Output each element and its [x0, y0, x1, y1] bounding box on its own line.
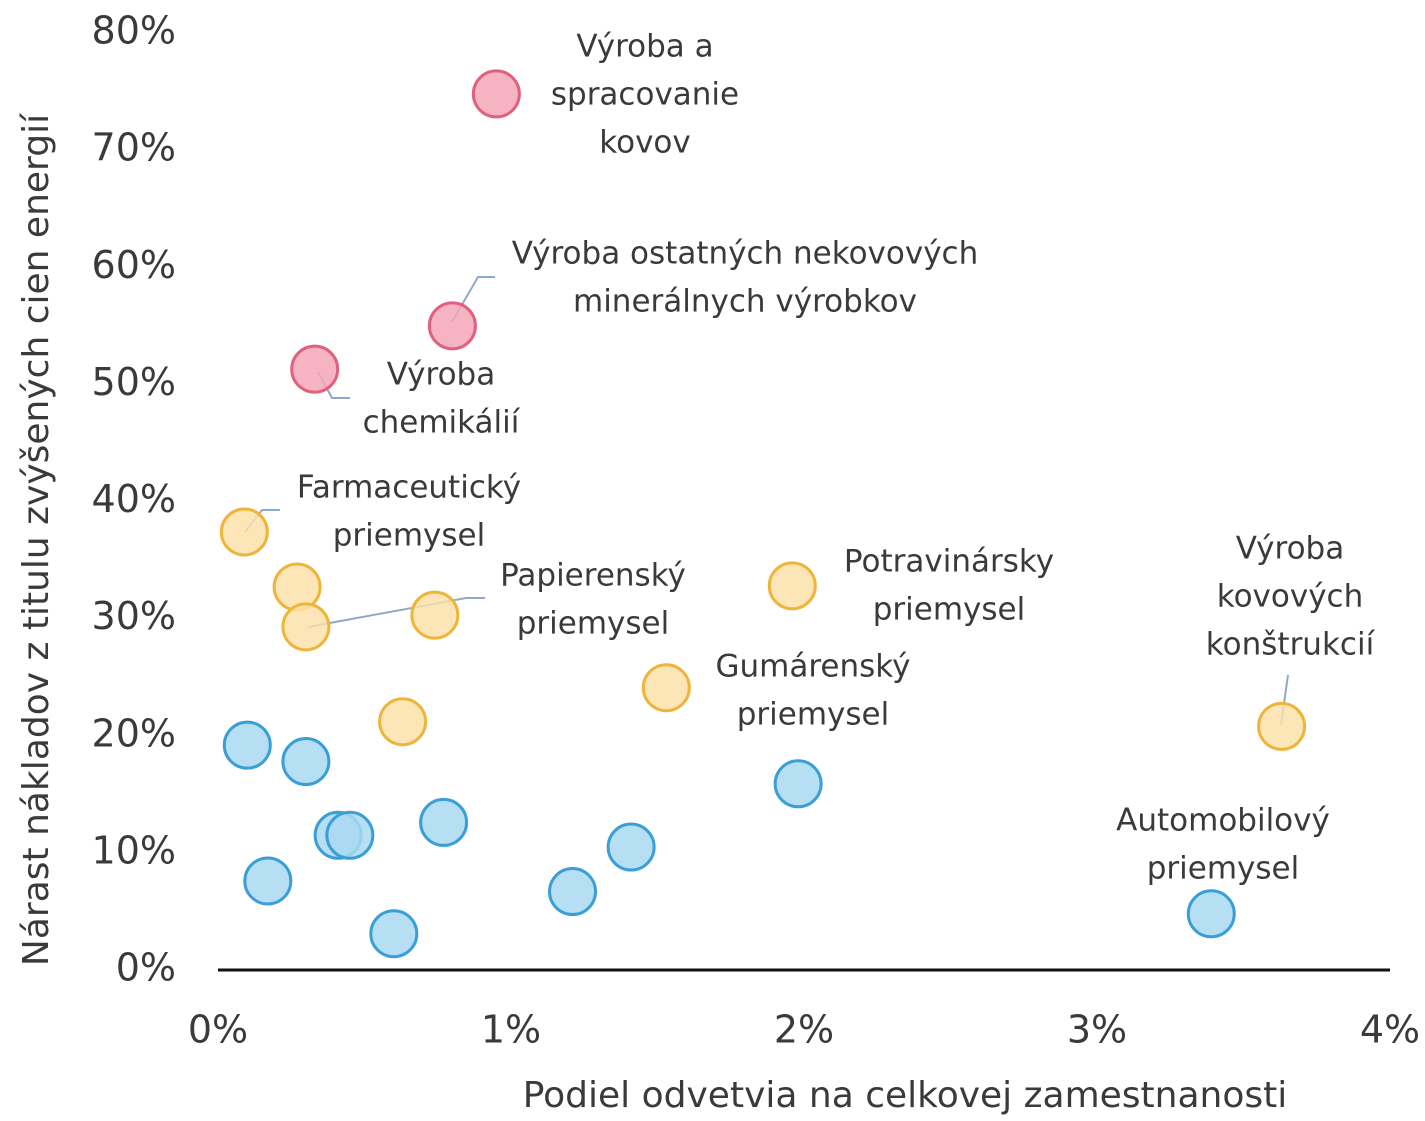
annotation: konštrukcií: [1206, 627, 1376, 663]
annotation: chemikálií: [363, 405, 521, 441]
annotation: spracovanie: [551, 77, 739, 113]
point: [427, 301, 477, 351]
point: [281, 602, 331, 652]
point: [767, 561, 817, 611]
annotation: priemysel: [333, 518, 486, 554]
y-tick-label: 80%: [92, 9, 176, 53]
annotation: kovových: [1217, 579, 1364, 615]
annotation: minerálnych výrobkov: [573, 284, 917, 320]
point: [272, 562, 322, 612]
x-tick-label: 4%: [1360, 1008, 1420, 1052]
point: [641, 663, 691, 713]
y-tick-label: 50%: [92, 360, 176, 404]
annotation: priemysel: [517, 606, 670, 642]
point: [471, 69, 521, 119]
point: [410, 590, 460, 640]
x-tick-label: 0%: [188, 1008, 248, 1052]
point: [419, 797, 469, 847]
y-tick-label: 10%: [92, 828, 176, 872]
point: [222, 720, 272, 770]
annotation: Papierenský: [500, 558, 686, 594]
leader-line: [307, 597, 485, 628]
annotation: priemysel: [737, 697, 890, 733]
y-tick-label: 30%: [92, 594, 176, 638]
annotation: Výroba ostatných nekovových: [512, 236, 978, 272]
annotation: priemysel: [1147, 851, 1300, 887]
y-tick-label: 40%: [92, 477, 176, 521]
x-tick-label: 3%: [1067, 1008, 1127, 1052]
annotation: Výroba: [1236, 531, 1344, 567]
y-tick-label: 60%: [92, 243, 176, 287]
point: [243, 856, 293, 906]
point: [281, 737, 331, 787]
annotation: Gumárenský: [716, 649, 911, 685]
point: [369, 909, 419, 959]
point: [219, 507, 269, 557]
x-axis-label: Podiel odvetvia na celkovej zamestnanost…: [523, 1075, 1288, 1116]
annotation: kovov: [599, 125, 690, 161]
x-tick-label: 2%: [774, 1008, 834, 1052]
annotation: Potravinársky: [844, 544, 1054, 580]
y-tick-label: 20%: [92, 711, 176, 755]
annotation: Farmaceutický: [297, 470, 521, 506]
point: [325, 810, 375, 860]
y-tick-label: 70%: [92, 126, 176, 170]
annotation: Automobilový: [1116, 803, 1330, 839]
point: [606, 822, 656, 872]
point: [290, 344, 340, 394]
annotation: Výroba a: [576, 29, 713, 65]
point: [773, 759, 823, 809]
point: [548, 867, 598, 917]
point: [1186, 889, 1236, 939]
annotation: priemysel: [873, 592, 1026, 628]
annotation: Výroba: [387, 357, 495, 393]
y-axis-label: Nárast nákladov z titulu zvýšených cien …: [16, 113, 57, 966]
point: [378, 697, 428, 747]
x-tick-label: 1%: [481, 1008, 541, 1052]
point: [1257, 701, 1307, 751]
y-tick-label: 0%: [116, 946, 176, 990]
